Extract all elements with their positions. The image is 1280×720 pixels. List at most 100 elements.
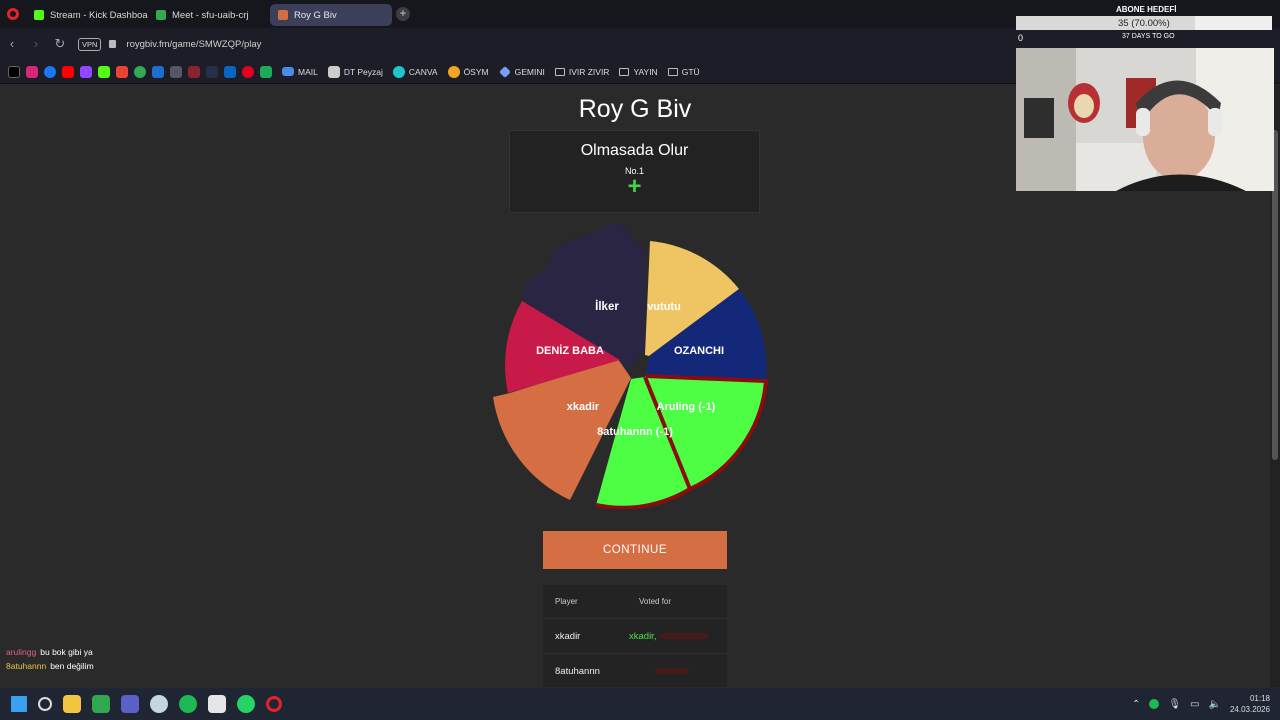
voted-for: xkadir,	[629, 630, 657, 642]
obs-icon[interactable]	[208, 695, 226, 713]
sub-goal-start: 0	[1018, 33, 1024, 43]
opera-taskbar-icon[interactable]	[266, 696, 282, 712]
back-icon[interactable]: ‹	[9, 36, 15, 51]
facebook-icon[interactable]	[44, 65, 56, 78]
bookmark-dark-icon[interactable]	[206, 65, 218, 78]
url-field[interactable]: roygbiv.fm/game/SMWZQP/play	[126, 38, 262, 50]
bookmark-red-icon[interactable]	[188, 65, 200, 78]
folder-icon	[667, 67, 678, 76]
vpn-badge[interactable]: VPN	[78, 37, 102, 51]
table-row: 8atuhannn	[543, 654, 727, 689]
tab-label: Meet - sfu-uaib-crj	[172, 9, 249, 21]
maps-icon[interactable]	[134, 65, 146, 78]
slice-aruling[interactable]	[645, 376, 766, 489]
tab-kick-dashboard[interactable]: Stream - Kick Dashboard	[26, 4, 148, 26]
webcam-overlay	[1016, 48, 1274, 191]
teams-icon[interactable]	[121, 695, 139, 713]
network-icon[interactable]: ▭	[1190, 698, 1200, 710]
chat-username: arulingg	[6, 647, 37, 657]
slice-label-ilker: İlker	[595, 300, 619, 313]
slice-ozanchi[interactable]	[646, 289, 767, 381]
voted-for-hidden	[660, 633, 709, 639]
slice-label-vututu: vututu	[647, 301, 681, 313]
windows-taskbar: ⌃ 🎙 ▭ 🔈 01:18 24.03.2026	[0, 688, 1280, 720]
voted-for-hidden	[655, 668, 689, 674]
prompt-card: Olmasada Olur No.1 +	[509, 130, 760, 213]
forward-icon[interactable]: ›	[33, 36, 39, 51]
sub-goal-progress-fill	[1016, 16, 1196, 30]
bookmark-folder-gtu[interactable]: GTÜ	[667, 67, 700, 77]
pinterest-icon[interactable]	[242, 65, 254, 78]
continue-button[interactable]: CONTINUE	[543, 531, 727, 569]
xbox-icon[interactable]	[92, 695, 110, 713]
slice-label-ozanchi: OZANCHI	[674, 345, 724, 357]
slice-xkadir[interactable]	[493, 359, 631, 500]
whatsapp-icon[interactable]	[237, 695, 255, 713]
steam-icon[interactable]	[150, 695, 168, 713]
spotify-icon[interactable]	[179, 695, 197, 713]
kick-icon	[34, 10, 44, 20]
clock-date: 24.03.2026	[1229, 705, 1270, 714]
votes-table-header: Player Voted for	[543, 585, 727, 619]
tab-meet[interactable]: Meet - sfu-uaib-crj	[148, 4, 270, 26]
slice-atuhannn[interactable]	[596, 377, 690, 508]
linkedin-icon[interactable]	[224, 65, 236, 78]
twitch-icon[interactable]	[80, 65, 92, 78]
reload-icon[interactable]: ↻	[54, 36, 66, 51]
taskbar-clock[interactable]: 01:18 24.03.2026	[1230, 693, 1270, 715]
dollar-icon[interactable]	[152, 65, 164, 78]
bookmark-dt-peyzaj[interactable]: DT Peyzaj	[327, 65, 383, 78]
chat-message: 8atuhannn ben değilim	[6, 659, 94, 673]
whatsapp-web-icon[interactable]	[260, 65, 272, 78]
player-name: xkadir	[555, 630, 581, 642]
chevron-up-icon[interactable]: ⌃	[1131, 698, 1141, 710]
bookmark-folder-ivir-zivir[interactable]: IVIR ZIVIR	[554, 67, 609, 77]
mail-icon	[282, 67, 294, 76]
gemini-icon	[498, 65, 511, 78]
youtube-icon[interactable]	[62, 65, 74, 78]
bookmark-canva[interactable]: CANVA	[392, 65, 438, 78]
x-icon[interactable]	[8, 65, 20, 78]
prompt-text: Olmasada Olur	[580, 142, 689, 159]
table-row: xkadir xkadir,	[543, 619, 727, 654]
volume-icon[interactable]: 🔈	[1208, 698, 1221, 710]
chat-text: ben değilim	[50, 661, 94, 671]
browser-tabbar: Stream - Kick Dashboard Meet - sfu-uaib-…	[0, 0, 1280, 28]
slice-deniz-baba[interactable]	[505, 301, 620, 393]
chat-message: arulingg bu bok gibi ya	[6, 645, 94, 659]
bookmark-folder-yayin[interactable]: YAYIN	[619, 67, 658, 77]
slice-ilker[interactable]	[523, 224, 645, 379]
chat-username: 8atuhannn	[6, 661, 47, 671]
system-tray: ⌃ 🎙 ▭ 🔈 01:18 24.03.2026	[1132, 688, 1270, 720]
microphone-icon[interactable]: 🎙	[1168, 698, 1182, 710]
column-header-voted-for: Voted for	[639, 597, 672, 606]
winner-border	[595, 374, 769, 509]
bookmark-osym[interactable]: ÖSYM	[447, 65, 489, 78]
lock-icon[interactable]	[109, 40, 117, 48]
clock-time: 01:18	[1249, 694, 1270, 703]
spotify-tray-icon[interactable]	[1149, 699, 1160, 709]
windows-start-icon[interactable]	[11, 696, 27, 712]
player-wheel: İlker vututu OZANCHI DENİZ BABA xkadir A…	[493, 224, 769, 509]
slice-label-xkadir: xkadir	[567, 401, 600, 413]
plus-icon[interactable]: +	[627, 173, 642, 200]
search-icon[interactable]	[38, 697, 52, 711]
tab-roy-g-biv[interactable]: Roy G Biv	[270, 4, 392, 26]
link-icon[interactable]	[170, 65, 182, 78]
scrollbar-thumb[interactable]	[1272, 130, 1278, 460]
file-explorer-icon[interactable]	[63, 695, 81, 713]
dt-icon	[327, 65, 340, 78]
slice-label-aruling: Aruling (-1)	[657, 401, 716, 413]
folder-icon	[619, 67, 630, 76]
bookmark-mail[interactable]: MAIL	[282, 67, 318, 77]
instagram-icon[interactable]	[26, 65, 38, 78]
gmail-icon[interactable]	[116, 65, 128, 78]
meet-icon	[156, 10, 166, 20]
slice-vututu[interactable]	[645, 241, 739, 356]
bookmark-gemini[interactable]: GEMINI	[498, 65, 545, 78]
new-tab-button[interactable]: +	[396, 7, 410, 21]
slice-label-deniz-baba: DENİZ BABA	[536, 344, 604, 357]
sub-goal-label: ABONE HEDEFİ	[1116, 5, 1177, 14]
kick-icon[interactable]	[98, 65, 110, 78]
opera-logo-icon[interactable]	[0, 0, 26, 28]
